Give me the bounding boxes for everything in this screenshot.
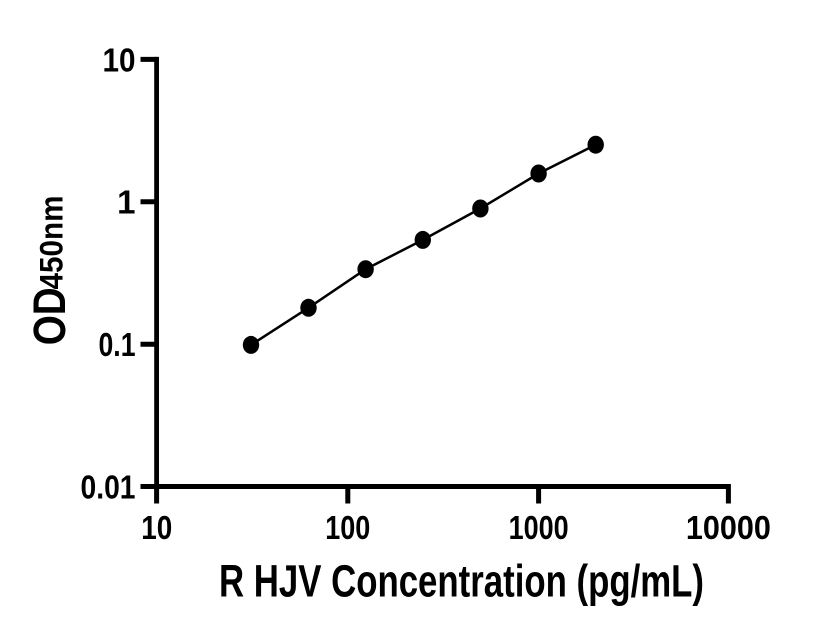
svg-text:100: 100 xyxy=(325,509,370,546)
svg-text:450nm: 450nm xyxy=(33,196,69,290)
svg-text:10000: 10000 xyxy=(686,509,771,546)
svg-text:0.1: 0.1 xyxy=(99,326,136,363)
svg-text:1: 1 xyxy=(117,184,135,221)
svg-text:OD: OD xyxy=(24,287,75,345)
svg-text:R HJV Concentration (pg/mL): R HJV Concentration (pg/mL) xyxy=(219,556,704,607)
svg-text:10: 10 xyxy=(103,41,136,78)
svg-text:0.01: 0.01 xyxy=(81,469,136,506)
svg-text:1000: 1000 xyxy=(509,509,569,546)
svg-text:10: 10 xyxy=(141,509,172,546)
